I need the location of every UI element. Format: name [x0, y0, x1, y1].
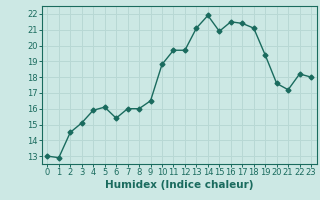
X-axis label: Humidex (Indice chaleur): Humidex (Indice chaleur) — [105, 180, 253, 190]
